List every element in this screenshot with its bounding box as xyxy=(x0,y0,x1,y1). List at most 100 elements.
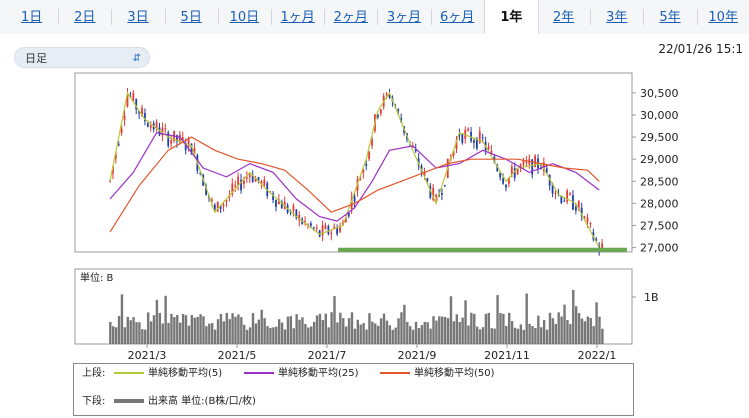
tab-separator xyxy=(271,9,272,25)
candle-body xyxy=(344,217,347,223)
volume-bar xyxy=(429,328,432,344)
tab-3[interactable]: 3日 xyxy=(127,10,149,25)
volume-bar xyxy=(542,320,546,344)
ma-line-2 xyxy=(109,132,600,222)
candle-body xyxy=(135,99,138,110)
candle-body xyxy=(132,92,135,101)
candle-body xyxy=(181,137,184,141)
candle-body xyxy=(388,93,391,98)
tab-2[interactable]: 2日 xyxy=(74,10,96,25)
y-tick-label: 30,500 xyxy=(640,87,679,100)
candle-body xyxy=(327,226,330,234)
volume-bar xyxy=(109,321,112,344)
candle-body xyxy=(257,177,260,182)
volume-bar xyxy=(499,312,502,344)
tab-9[interactable]: 6ヶ月 xyxy=(440,10,475,25)
volume-bar xyxy=(400,312,403,344)
volume-bar xyxy=(350,312,354,344)
candle-body xyxy=(534,155,537,168)
tab-separator xyxy=(696,9,698,25)
tab-10[interactable]: 1年 xyxy=(483,0,539,35)
volume-bar xyxy=(540,327,543,344)
volume-bar xyxy=(280,322,284,344)
volume-bar xyxy=(321,319,325,344)
candle-body xyxy=(475,138,478,149)
volume-bar xyxy=(379,318,383,344)
candle-body xyxy=(176,135,178,142)
volume-bar xyxy=(272,327,275,344)
volume-bar xyxy=(222,321,226,344)
tab-11[interactable]: 2年 xyxy=(552,10,575,25)
volume-bar xyxy=(545,329,549,344)
volume-bar xyxy=(589,317,592,344)
tab-6[interactable]: 1ヶ月 xyxy=(280,10,315,25)
candle-body xyxy=(435,195,438,198)
candle-body xyxy=(170,140,173,144)
tab-1[interactable]: 1日 xyxy=(20,10,43,25)
candle-body xyxy=(478,131,481,143)
y-tick-label: 29,000 xyxy=(640,153,679,166)
legend-item-ma5: 単純移動平均(5) xyxy=(114,367,222,381)
period-tab-bar: 1日 2日 3日 5日 10日 1ヶ月 2ヶ月 3ヶ月 6ヶ月 1年 2年 3年 5年 10年 xyxy=(0,0,749,35)
volume-bar xyxy=(426,322,429,344)
candle-body xyxy=(560,196,563,204)
volume-bar xyxy=(330,312,333,344)
volume-bar xyxy=(382,313,386,344)
candle-body xyxy=(324,225,327,230)
volume-bar xyxy=(344,326,348,344)
tab-13[interactable]: 5年 xyxy=(659,10,681,25)
volume-bar xyxy=(342,318,345,344)
candle-body xyxy=(336,227,339,235)
candle-body xyxy=(138,110,141,114)
volume-bar xyxy=(548,312,552,344)
volume-bar xyxy=(202,316,205,344)
volume-bar xyxy=(135,322,138,344)
tab-12[interactable]: 3年 xyxy=(606,10,628,25)
volume-bar xyxy=(362,323,365,344)
volume-bar xyxy=(225,312,228,344)
volume-bar xyxy=(508,312,511,344)
candle-body xyxy=(114,153,117,159)
candle-body xyxy=(248,174,251,177)
y-tick-label: 27,500 xyxy=(640,219,679,232)
candle-body xyxy=(161,127,164,136)
volume-bar xyxy=(586,316,590,344)
volume-bar xyxy=(414,321,418,344)
volume-bar xyxy=(141,329,144,344)
volume-bar xyxy=(146,312,150,344)
volume-bar xyxy=(248,327,252,344)
tab-14[interactable]: 10年 xyxy=(708,10,738,25)
candle-body xyxy=(365,164,368,166)
tab-4[interactable]: 5日 xyxy=(180,10,202,25)
volume-bar xyxy=(269,327,272,344)
legend-item-volume: 出来高 単位:(B株/口/枚) xyxy=(114,395,256,409)
candle-body xyxy=(426,178,429,182)
tab-5[interactable]: 10日 xyxy=(229,10,260,25)
volume-bar xyxy=(374,323,377,344)
candle-body xyxy=(304,221,306,223)
volume-bar xyxy=(519,324,523,344)
candle-body xyxy=(563,200,566,202)
candle-body xyxy=(458,134,461,137)
tab-8[interactable]: 3ヶ月 xyxy=(386,10,422,25)
volume-bar xyxy=(277,319,281,344)
legend-upper-label: 上段: xyxy=(82,368,106,379)
legend-swatch-ma25 xyxy=(244,372,274,374)
volume-bar xyxy=(199,314,202,344)
volume-bar xyxy=(470,312,473,344)
volume-bar xyxy=(208,323,211,344)
candle-body xyxy=(178,134,181,142)
volume-bar xyxy=(505,325,508,344)
candle-body xyxy=(260,181,263,185)
tab-separator xyxy=(164,9,166,25)
volume-bar xyxy=(368,313,371,344)
period-select[interactable]: 日足 ⇵ xyxy=(14,47,150,68)
tab-7[interactable]: 2ヶ月 xyxy=(333,10,368,25)
candle-body xyxy=(193,148,196,155)
volume-bar xyxy=(595,302,598,344)
candle-body xyxy=(123,115,126,120)
volume-bar xyxy=(417,328,421,344)
period-select-value: 日足 xyxy=(25,52,47,65)
candle-body xyxy=(577,201,580,211)
volume-bar xyxy=(601,328,604,344)
